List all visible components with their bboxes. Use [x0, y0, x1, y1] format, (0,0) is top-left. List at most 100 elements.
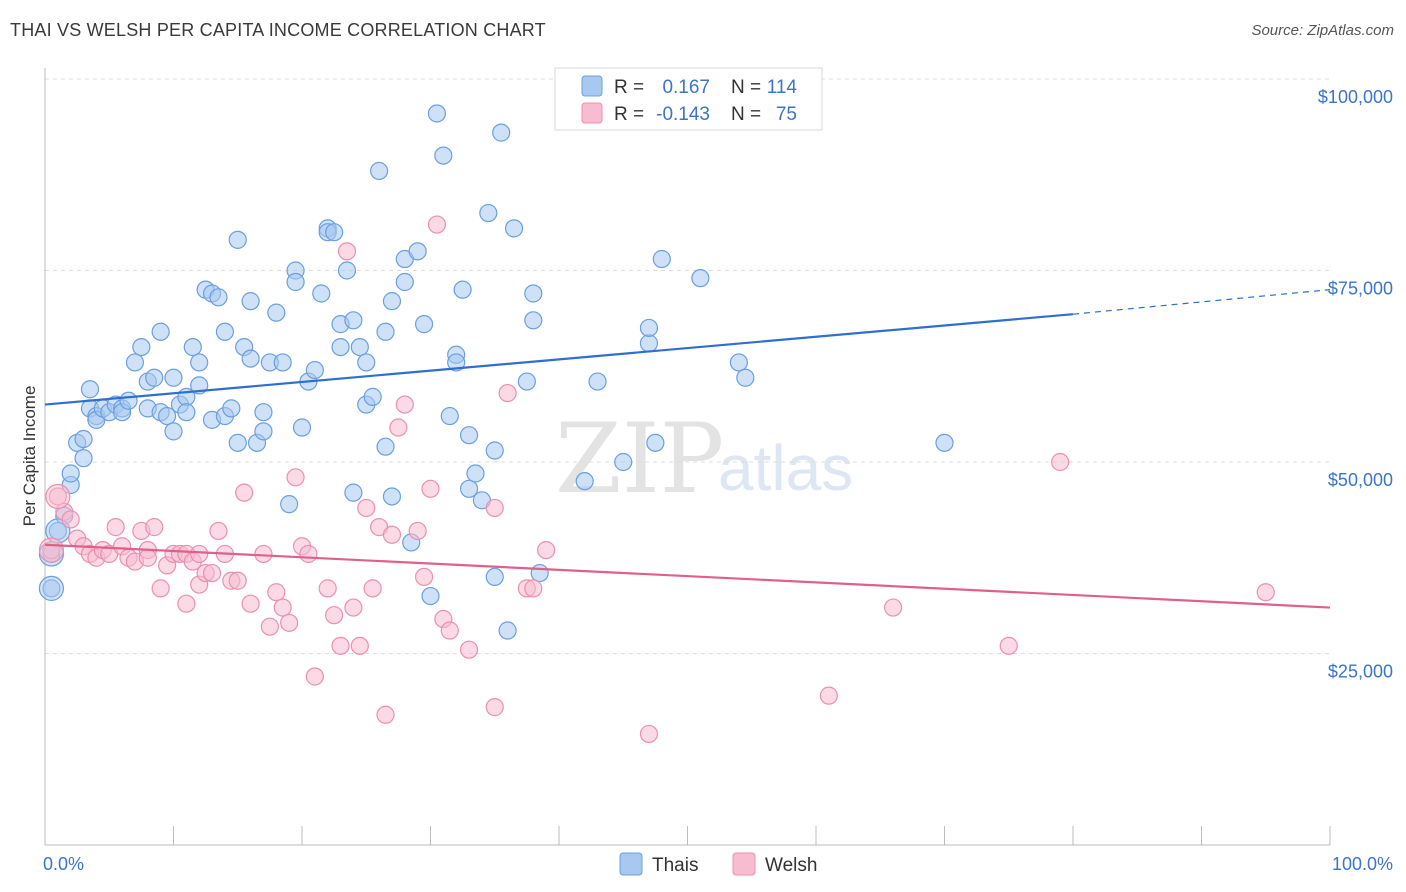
y-tick-labels: $25,000 $50,000 $75,000 $100,000 [1318, 87, 1393, 682]
thais-point [80, 380, 100, 399]
welsh-point [524, 579, 543, 598]
thais-point [241, 292, 260, 311]
thais-point [254, 422, 273, 441]
thais-point [337, 261, 357, 280]
welsh-point [235, 483, 254, 502]
thais-point [588, 372, 607, 391]
thais-point [280, 495, 299, 514]
welsh-point [999, 636, 1018, 655]
thais-point [421, 586, 440, 606]
thais-point [312, 284, 331, 303]
series-welsh-points [38, 215, 1275, 744]
thais-point [215, 322, 234, 341]
welsh-point [190, 544, 209, 564]
legend-top: R = 0.167 N = 114 R = -0.143 N = 75 [554, 67, 823, 131]
welsh-point [318, 579, 337, 598]
thais-point [376, 437, 395, 456]
thais-point [331, 338, 350, 357]
thais-point [164, 368, 183, 387]
thais-point [652, 249, 671, 269]
legend-thais-n-value: 114 [767, 77, 798, 98]
welsh-point [138, 548, 157, 567]
welsh-point [273, 598, 292, 617]
thais-point [157, 406, 177, 426]
welsh-point [177, 594, 196, 613]
thais-point [646, 433, 665, 452]
welsh-point [299, 544, 318, 564]
welsh-point [883, 598, 903, 617]
thais-point [614, 452, 633, 472]
thais-point [459, 426, 479, 445]
thais-point [190, 353, 209, 372]
thais-point [395, 272, 414, 292]
trend-lines [44, 289, 1331, 609]
welsh-point [61, 510, 80, 529]
thais-point [639, 334, 659, 353]
welsh-point [45, 483, 71, 510]
thais-point [517, 372, 536, 391]
welsh-point [325, 606, 344, 625]
legend-welsh-r-value: -0.143 [656, 104, 710, 125]
thais-point [119, 391, 138, 410]
thais-point [292, 418, 312, 437]
welsh-point [1051, 452, 1070, 472]
legend-bottom-welsh-swatch [732, 852, 756, 876]
thais-point [524, 284, 543, 303]
welsh-trend-line [44, 543, 1331, 609]
welsh-point [427, 215, 447, 234]
legend-welsh-n-label: N = [731, 104, 761, 125]
welsh-point [267, 583, 286, 602]
thais-point [228, 230, 247, 249]
thais-point [414, 315, 434, 334]
y-axis-label: Per Capita Income [20, 386, 39, 527]
thais-point [164, 422, 183, 441]
legend-thais-n-label: N = [731, 77, 761, 98]
welsh-point [337, 242, 357, 261]
welsh-point [305, 667, 324, 686]
thais-point [447, 353, 466, 372]
thais-point [286, 272, 305, 292]
thais-point [74, 429, 93, 449]
welsh-point [209, 521, 228, 541]
thais-point [639, 318, 659, 338]
thais-point [504, 219, 524, 238]
welsh-point [459, 640, 479, 659]
thais-point [492, 123, 511, 142]
thais-point [935, 433, 954, 452]
thais-point [344, 483, 363, 502]
welsh-point [389, 418, 408, 437]
welsh-point [639, 724, 659, 744]
thais-point [376, 322, 395, 341]
thais-point [132, 338, 151, 357]
thais-point [691, 269, 710, 288]
welsh-point [145, 518, 164, 537]
thais-point [74, 449, 93, 468]
thais-point [370, 161, 389, 181]
thais-point [325, 223, 344, 242]
welsh-point [382, 525, 402, 544]
thais-point [344, 311, 363, 330]
legend-bottom-thais-swatch [619, 852, 643, 876]
y-tick-label: $100,000 [1318, 87, 1393, 107]
thais-point [350, 338, 369, 357]
thais-point [38, 575, 65, 601]
thais-point [145, 368, 164, 387]
thais-point [485, 441, 504, 460]
watermark-zip: ZIP [555, 403, 724, 515]
welsh-point [241, 594, 260, 613]
thais-point [434, 146, 453, 165]
legend-bottom-thais-label: Thais [652, 855, 698, 876]
thais-point [61, 464, 80, 483]
welsh-point [344, 598, 363, 617]
thais-point [459, 479, 479, 498]
chart-title: THAI VS WELSH PER CAPITA INCOME CORRELAT… [10, 20, 546, 40]
thais-trend-extension [1072, 289, 1331, 315]
thais-point [254, 403, 273, 422]
thais-point [382, 487, 402, 506]
y-tick-label: $50,000 [1328, 470, 1393, 490]
watermark-atlas: atlas [718, 432, 853, 504]
welsh-point [151, 579, 170, 598]
y-tick-label: $25,000 [1328, 662, 1393, 682]
legend-thais-r-value: 0.167 [662, 77, 710, 98]
